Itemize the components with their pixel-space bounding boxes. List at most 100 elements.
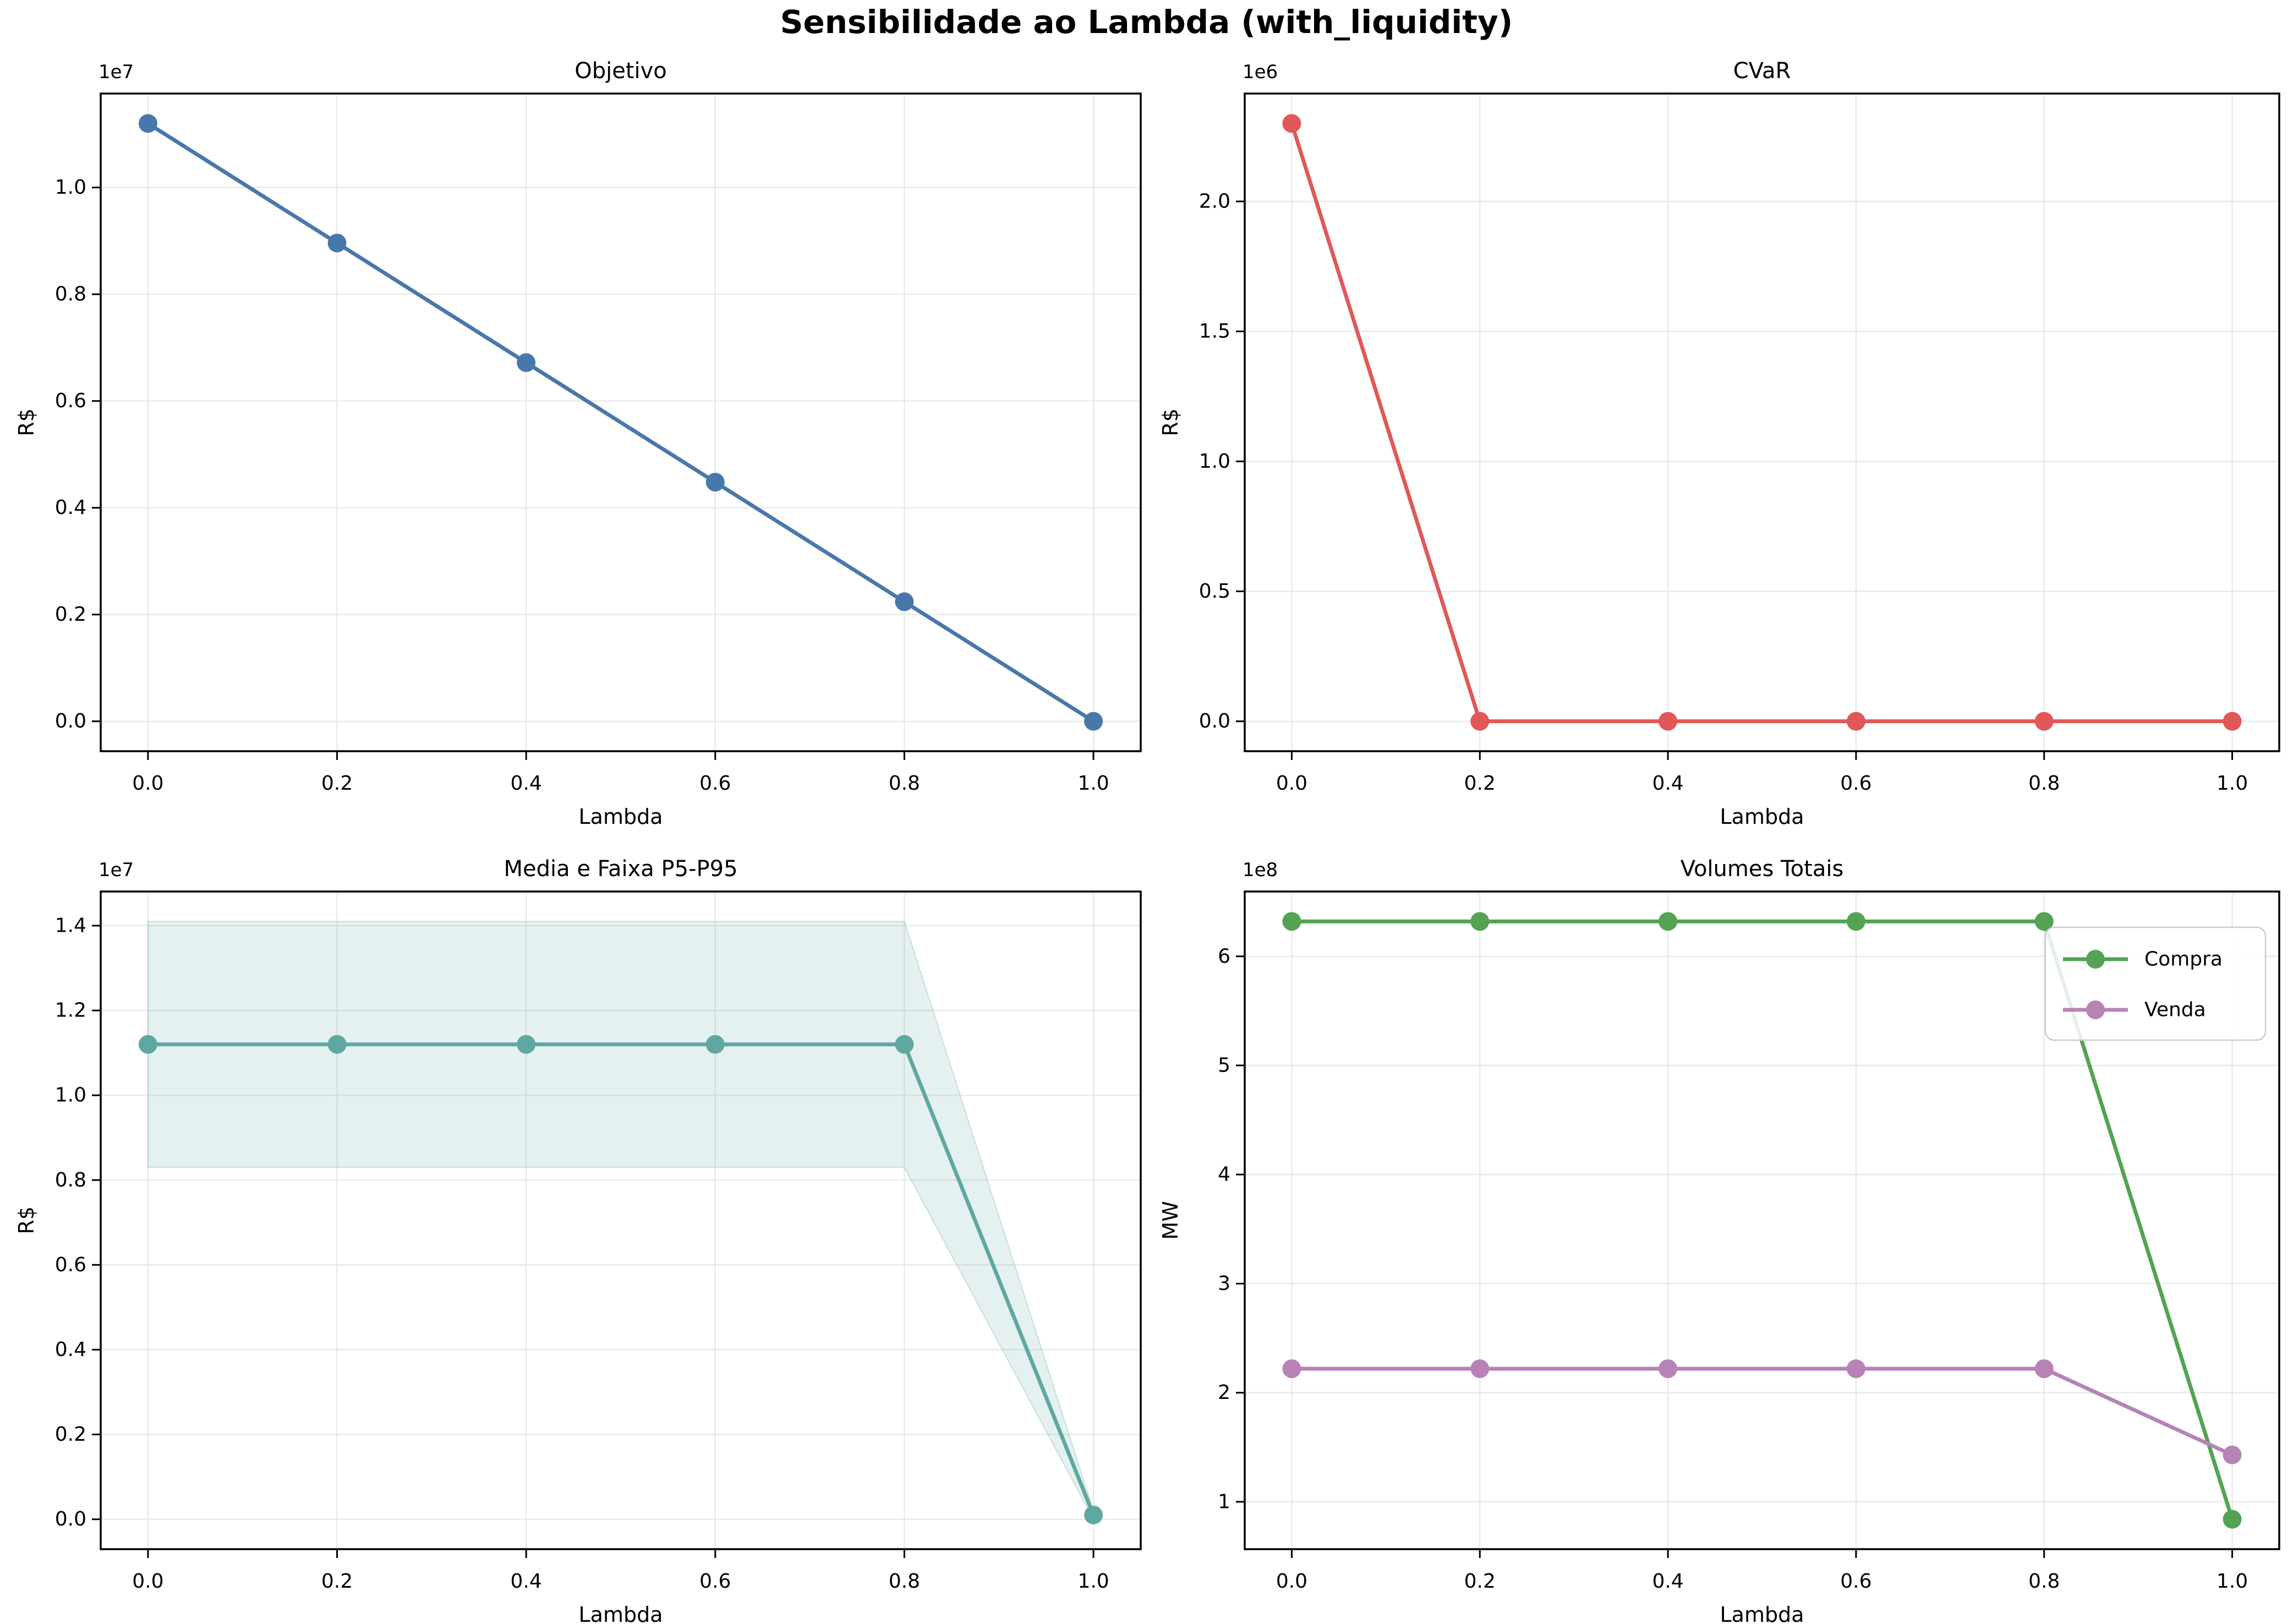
x-tick-label: 0.4 bbox=[511, 772, 542, 795]
y-tick-label: 1 bbox=[1218, 1490, 1230, 1513]
legend-entry-label: Compra bbox=[2144, 948, 2223, 971]
x-tick-label: 1.0 bbox=[1077, 772, 1109, 795]
x-tick-label: 1.0 bbox=[1077, 1570, 1109, 1593]
series-line-media bbox=[146, 1042, 1096, 1517]
y-tick-label: 1.2 bbox=[55, 999, 86, 1022]
legend-box bbox=[2044, 926, 2267, 1041]
data-point-objetivo bbox=[1084, 712, 1103, 731]
y-axis-label: R$ bbox=[1158, 408, 1183, 436]
data-point-venda bbox=[1846, 1359, 1865, 1379]
data-point-objetivo bbox=[705, 473, 725, 492]
x-tick-label: 0.4 bbox=[1652, 1570, 1683, 1593]
x-tick-label: 0.8 bbox=[2028, 772, 2060, 795]
y-tick-label: 2.0 bbox=[1199, 190, 1230, 213]
axes-frame bbox=[1244, 890, 2280, 1550]
y-tick-label: 0.0 bbox=[1199, 710, 1230, 732]
data-point-cvar bbox=[2223, 712, 2242, 731]
x-tick-label: 0.2 bbox=[1464, 772, 1496, 795]
x-tick-label: 0.8 bbox=[889, 772, 920, 795]
data-point-compra bbox=[1846, 912, 1865, 931]
data-point-compra bbox=[2034, 912, 2054, 931]
data-point-compra bbox=[1282, 912, 1301, 931]
y-tick-label: 3 bbox=[1218, 1272, 1230, 1295]
data-point-objetivo bbox=[327, 233, 347, 253]
y-axis-label: R$ bbox=[14, 1206, 39, 1234]
percentile-band bbox=[147, 921, 1094, 1520]
y-tick-label: 6 bbox=[1218, 945, 1230, 967]
data-point-compra bbox=[1470, 912, 1490, 931]
y-tick-label: 0.8 bbox=[55, 1169, 86, 1191]
x-tick-label: 1.0 bbox=[2217, 1570, 2248, 1593]
panel-title: Volumes Totais bbox=[1681, 856, 1844, 882]
x-axis-label: Lambda bbox=[578, 805, 663, 828]
y-tick-label: 0.4 bbox=[55, 1338, 86, 1361]
volumes-chart: 0.0 0.2 0.4 0.6 0.8 1.0 1 2 3 4 5 6 1e8 Volumes Totai… bbox=[1158, 856, 2280, 1624]
x-tick-label: 0.6 bbox=[1840, 1570, 1871, 1593]
x-tick-label: 0.6 bbox=[699, 772, 731, 795]
data-point-cvar bbox=[1470, 712, 1490, 731]
x-axis-label: Lambda bbox=[1720, 1603, 1804, 1624]
x-tick-label: 0.2 bbox=[321, 772, 353, 795]
x-axis-label: Lambda bbox=[578, 1603, 663, 1624]
x-tick-label: 0.8 bbox=[2028, 1570, 2060, 1593]
axis-offset-text: 1e7 bbox=[98, 61, 134, 83]
x-tick-label: 0.0 bbox=[132, 1570, 163, 1593]
data-point-media bbox=[517, 1035, 536, 1054]
y-tick-label: 1.5 bbox=[1199, 320, 1230, 343]
x-tick-label: 0.2 bbox=[1464, 1570, 1496, 1593]
x-tick-label: 1.0 bbox=[2217, 772, 2248, 795]
data-point-cvar bbox=[1282, 114, 1301, 133]
y-tick-label: 0.5 bbox=[1199, 580, 1230, 603]
y-tick-label: 5 bbox=[1218, 1054, 1230, 1076]
panel-cvar: 0.0 0.2 0.4 0.6 0.8 1.0 0.0 0.5 1.0 1.5 2.0 1e6 CVaR… bbox=[1146, 47, 2293, 828]
cvar-chart: 0.0 0.2 0.4 0.6 0.8 1.0 0.0 0.5 1.0 1.5 2.0 1e6 CVaR… bbox=[1158, 58, 2280, 828]
data-point-compra bbox=[2223, 1510, 2242, 1529]
x-tick-label: 0.0 bbox=[132, 772, 163, 795]
x-tick-label: 0.2 bbox=[321, 1570, 353, 1593]
legend: Compra Venda bbox=[2044, 926, 2267, 1041]
x-tick-label: 0.0 bbox=[1276, 772, 1307, 795]
panel-media-faixa: 0.0 0.2 0.4 0.6 0.8 1.0 0.0 0.2 0.4 0.6 0.8 1.0 1.2 1… bbox=[0, 828, 1146, 1624]
panel-title: Media e Faixa P5-P95 bbox=[504, 856, 737, 882]
data-point-cvar bbox=[1659, 712, 1678, 731]
objetivo-chart: 0.0 0.2 0.4 0.6 0.8 1.0 0.0 0.2 0.4 0.6 0.8 1.0 1e7 O… bbox=[14, 58, 1142, 828]
data-point-media bbox=[327, 1035, 347, 1054]
series-line-objetivo bbox=[146, 121, 1096, 724]
figure-title: Sensibilidade ao Lambda (with_liquidity) bbox=[780, 3, 1513, 41]
y-axis-label: R$ bbox=[14, 408, 39, 436]
data-point-venda bbox=[1659, 1359, 1678, 1379]
y-tick-label: 2 bbox=[1218, 1381, 1230, 1404]
data-point-media bbox=[138, 1035, 157, 1054]
y-tick-label: 0.4 bbox=[55, 496, 86, 519]
data-point-cvar bbox=[2034, 712, 2054, 731]
y-tick-label: 0.6 bbox=[55, 390, 86, 412]
y-axis-label: MW bbox=[1158, 1201, 1183, 1239]
data-point-media bbox=[705, 1035, 725, 1054]
axis-offset-text: 1e7 bbox=[98, 859, 134, 881]
x-tick-label: 0.4 bbox=[511, 1570, 542, 1593]
x-tick-label: 0.8 bbox=[889, 1570, 920, 1593]
axes-frame bbox=[1244, 92, 2280, 752]
panel-title: Objetivo bbox=[574, 58, 667, 84]
y-tick-label: 4 bbox=[1218, 1163, 1230, 1186]
axis-offset-text: 1e8 bbox=[1243, 859, 1278, 881]
data-point-objetivo bbox=[895, 592, 914, 611]
data-point-venda bbox=[2223, 1445, 2242, 1464]
legend-entry-label: Venda bbox=[2144, 999, 2206, 1021]
axis-offset-text: 1e6 bbox=[1243, 61, 1278, 83]
legend-marker bbox=[2086, 950, 2105, 969]
y-tick-label: 0.0 bbox=[55, 1508, 86, 1530]
x-tick-label: 0.0 bbox=[1276, 1570, 1307, 1593]
y-tick-label: 0.0 bbox=[55, 710, 86, 732]
y-tick-label: 0.6 bbox=[55, 1254, 86, 1276]
data-point-cvar bbox=[1846, 712, 1865, 731]
y-tick-label: 0.2 bbox=[55, 1423, 86, 1446]
y-tick-label: 1.0 bbox=[1199, 450, 1230, 473]
x-axis-label: Lambda bbox=[1720, 805, 1804, 828]
panel-objetivo: 0.0 0.2 0.4 0.6 0.8 1.0 0.0 0.2 0.4 0.6 0.8 1.0 1e7 O… bbox=[0, 47, 1146, 828]
data-point-venda bbox=[1282, 1359, 1301, 1379]
x-tick-label: 0.4 bbox=[1652, 772, 1683, 795]
panel-title: CVaR bbox=[1733, 58, 1791, 84]
panel-volumes: 0.0 0.2 0.4 0.6 0.8 1.0 1 2 3 4 5 6 1e8 Volumes Totai… bbox=[1146, 828, 2293, 1624]
